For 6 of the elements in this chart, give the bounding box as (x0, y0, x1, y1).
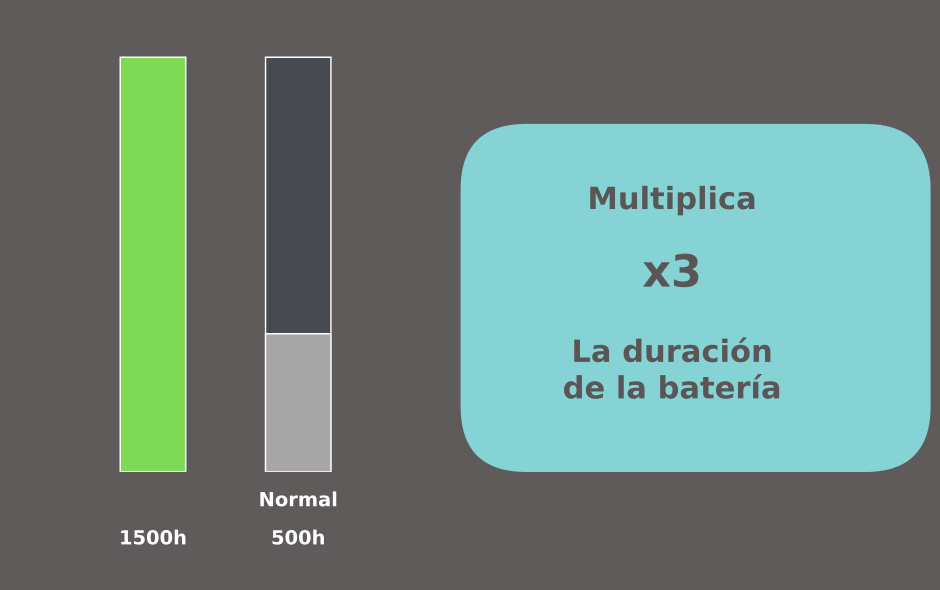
text: La duración de la batería (564, 337, 780, 399)
data-label: 1500h (121, 530, 186, 545)
text: x3 (642, 254, 698, 288)
x-tick-label: Normal (260, 491, 336, 506)
text: Multiplica (590, 186, 754, 216)
data-label: 500h (272, 530, 324, 545)
